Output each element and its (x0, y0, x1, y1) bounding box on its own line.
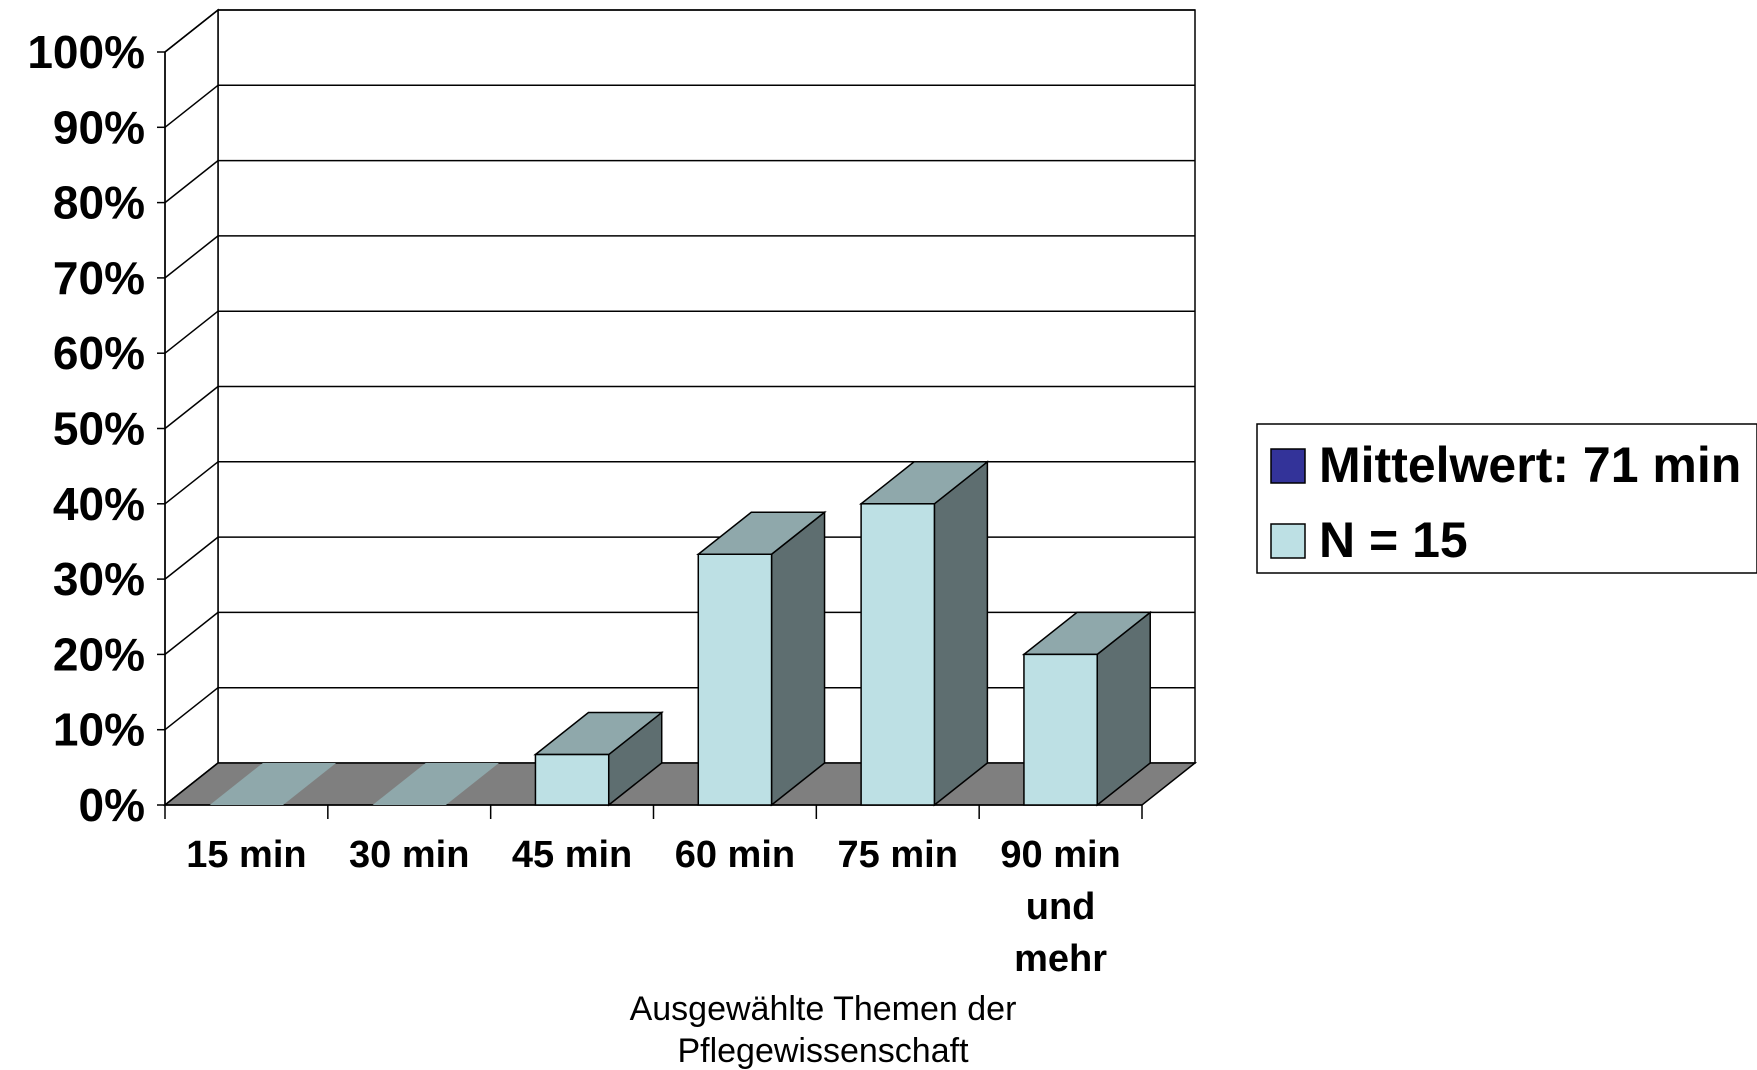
bar-front-face (1023, 653, 1098, 806)
y-tick-label: 90% (53, 101, 145, 153)
y-tick-label: 0% (79, 779, 145, 831)
y-tick-label: 40% (53, 478, 145, 530)
x-tick-label: 60 min (675, 834, 795, 876)
y-tick-label: 80% (53, 177, 145, 229)
legend: Mittelwert: 71 min N = 15 (1256, 423, 1757, 574)
side-gridline (164, 461, 219, 505)
bar (209, 763, 337, 805)
x-tick-label: 75 min (838, 834, 958, 876)
side-gridline (164, 160, 219, 204)
bar (533, 710, 664, 807)
x-axis-title-line: Pflegewissenschaft (677, 1032, 969, 1070)
x-axis-title-line: Ausgewählte Themen der (630, 990, 1017, 1028)
y-tick-label: 60% (53, 327, 145, 379)
y-tick-label: 10% (53, 704, 145, 756)
bar (1021, 610, 1153, 807)
bar-top-face (209, 763, 337, 805)
x-tick-label: mehr (1014, 938, 1107, 980)
legend-label: Mittelwert: 71 min (1319, 437, 1741, 493)
legend-swatch (1270, 448, 1306, 484)
y-tick-label: 50% (53, 403, 145, 455)
x-tick-label: 45 min (512, 834, 632, 876)
y-tick-label: 100% (27, 26, 145, 78)
bars (209, 460, 1153, 807)
bar (696, 510, 827, 807)
x-tick-label: 90 min (1000, 834, 1120, 876)
bar-side-face (933, 460, 989, 807)
bar (372, 763, 499, 805)
y-tick-label: 30% (53, 553, 145, 605)
bar-front-face (860, 503, 936, 806)
side-gridline (164, 235, 219, 279)
bar (858, 460, 990, 807)
bar-top-face (372, 763, 499, 805)
axes (157, 51, 1143, 819)
side-gridline (164, 84, 219, 128)
bar-front-face (534, 753, 610, 806)
gridlines (164, 9, 1195, 806)
x-tick-label: und (1026, 886, 1096, 928)
side-gridline (164, 310, 219, 354)
bar-front-face (697, 553, 773, 806)
x-tick-label: 30 min (349, 834, 469, 876)
side-gridline (164, 687, 219, 731)
x-axis-title: Ausgewählte Themen der Pflegewissenschaft (630, 990, 1017, 1070)
x-tick-labels: 15 min 30 min 45 min 60 min 75 min 90 min und m… (186, 834, 1121, 980)
side-gridline (164, 536, 219, 580)
legend-label: N = 15 (1319, 512, 1468, 568)
side-gridline (164, 611, 219, 655)
side-gridline (164, 385, 219, 430)
x-tick-label: 15 min (186, 834, 306, 876)
side-gridline (164, 9, 219, 53)
y-tick-label: 70% (53, 252, 145, 304)
legend-swatch (1270, 523, 1306, 559)
legend-box (1256, 423, 1757, 574)
bar-side-face (770, 510, 826, 807)
y-tick-label: 20% (53, 628, 145, 680)
y-tick-labels: 0% 10% 20% 30% 40% 50% 60% 70% 80% 90% 100% (27, 26, 145, 831)
